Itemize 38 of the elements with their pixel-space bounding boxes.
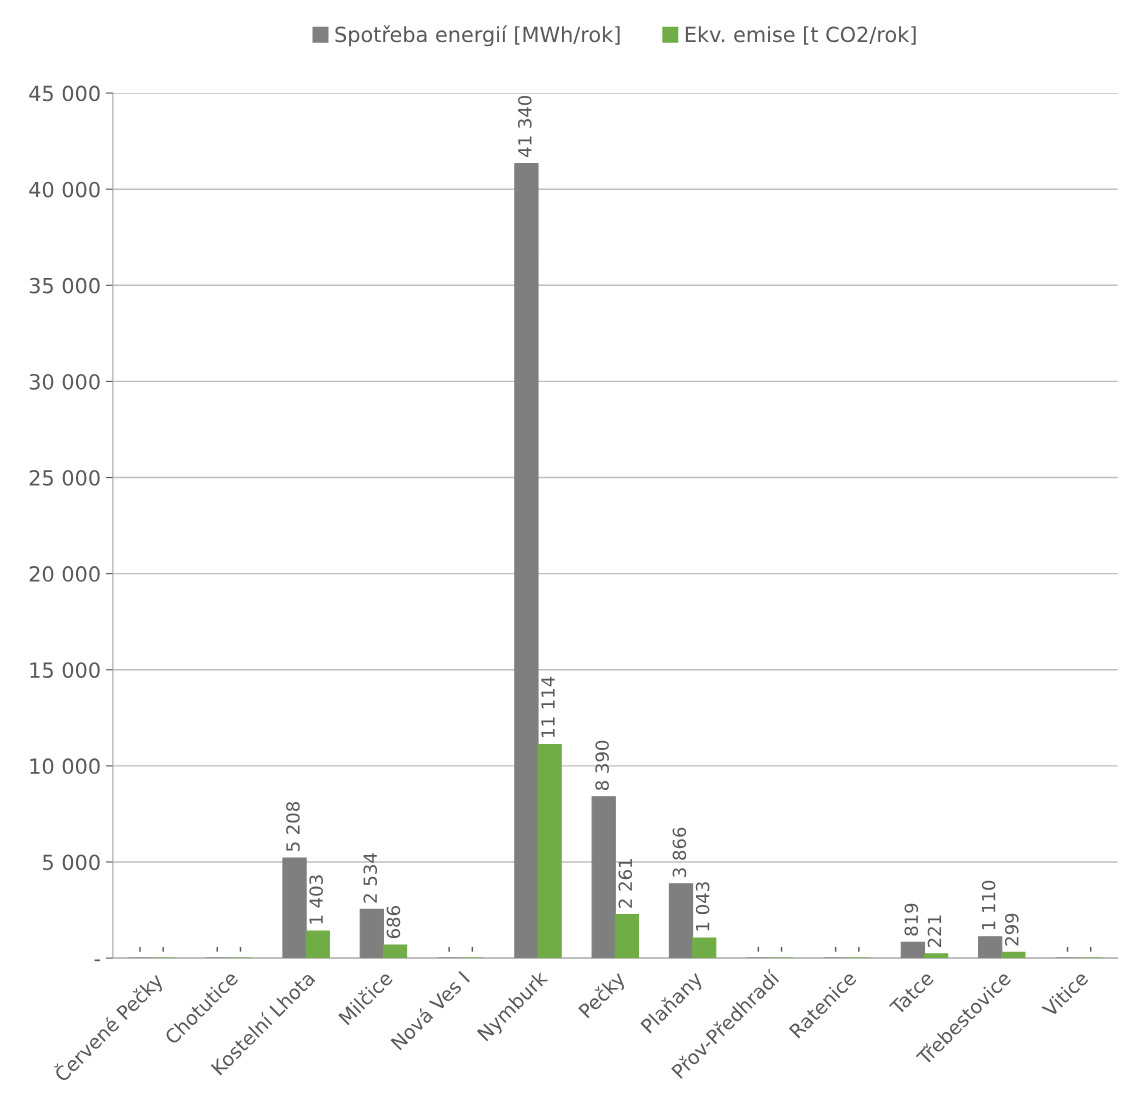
data-label: 2 534 — [363, 853, 378, 903]
data-label: 1 110 — [981, 880, 996, 930]
data-label: 221 — [927, 915, 942, 947]
y-tick-label: 40 000 — [29, 181, 100, 198]
data-label: - — [1066, 946, 1069, 952]
data-label: 2 261 — [618, 859, 633, 908]
data-label: - — [858, 946, 860, 952]
y-tick-label: 25 000 — [29, 469, 100, 486]
data-label: 5 208 — [286, 802, 300, 852]
data-label: - — [448, 946, 450, 952]
data-label: - — [239, 946, 242, 952]
legend-label: Spotřeba energií [MWh/rok] — [335, 25, 620, 47]
y-tick-label: 20 000 — [29, 566, 100, 582]
data-label: 11 114 — [541, 676, 555, 737]
data-label: - — [780, 946, 783, 952]
y-tick-label: 30 000 — [29, 373, 100, 390]
data-label: - — [471, 946, 474, 952]
data-label: - — [834, 946, 837, 952]
data-label: - — [757, 946, 760, 952]
y-tick-label: 10 000 — [30, 758, 100, 775]
data-label: 3 866 — [672, 827, 687, 877]
data-label: 1 403 — [309, 875, 323, 924]
data-label: - — [139, 946, 141, 952]
y-tick-label: 35 000 — [29, 277, 100, 294]
y-tick-label: 15 000 — [30, 662, 100, 678]
data-label: 8 390 — [595, 740, 609, 791]
data-label: 41 340 — [518, 95, 532, 157]
y-tick-label: - — [94, 959, 101, 962]
y-tick-label: 45 000 — [29, 85, 100, 102]
data-label: 1 043 — [695, 882, 710, 931]
legend-label: Ekv. emise [t CO2/rok] — [685, 26, 916, 45]
data-label: - — [162, 946, 164, 952]
y-tick-label: 5 000 — [43, 854, 100, 871]
data-label: - — [216, 946, 218, 952]
data-label: 819 — [904, 903, 919, 936]
data-label: 686 — [386, 906, 401, 939]
data-label: 299 — [1004, 913, 1019, 946]
data-label: - — [1089, 946, 1092, 952]
